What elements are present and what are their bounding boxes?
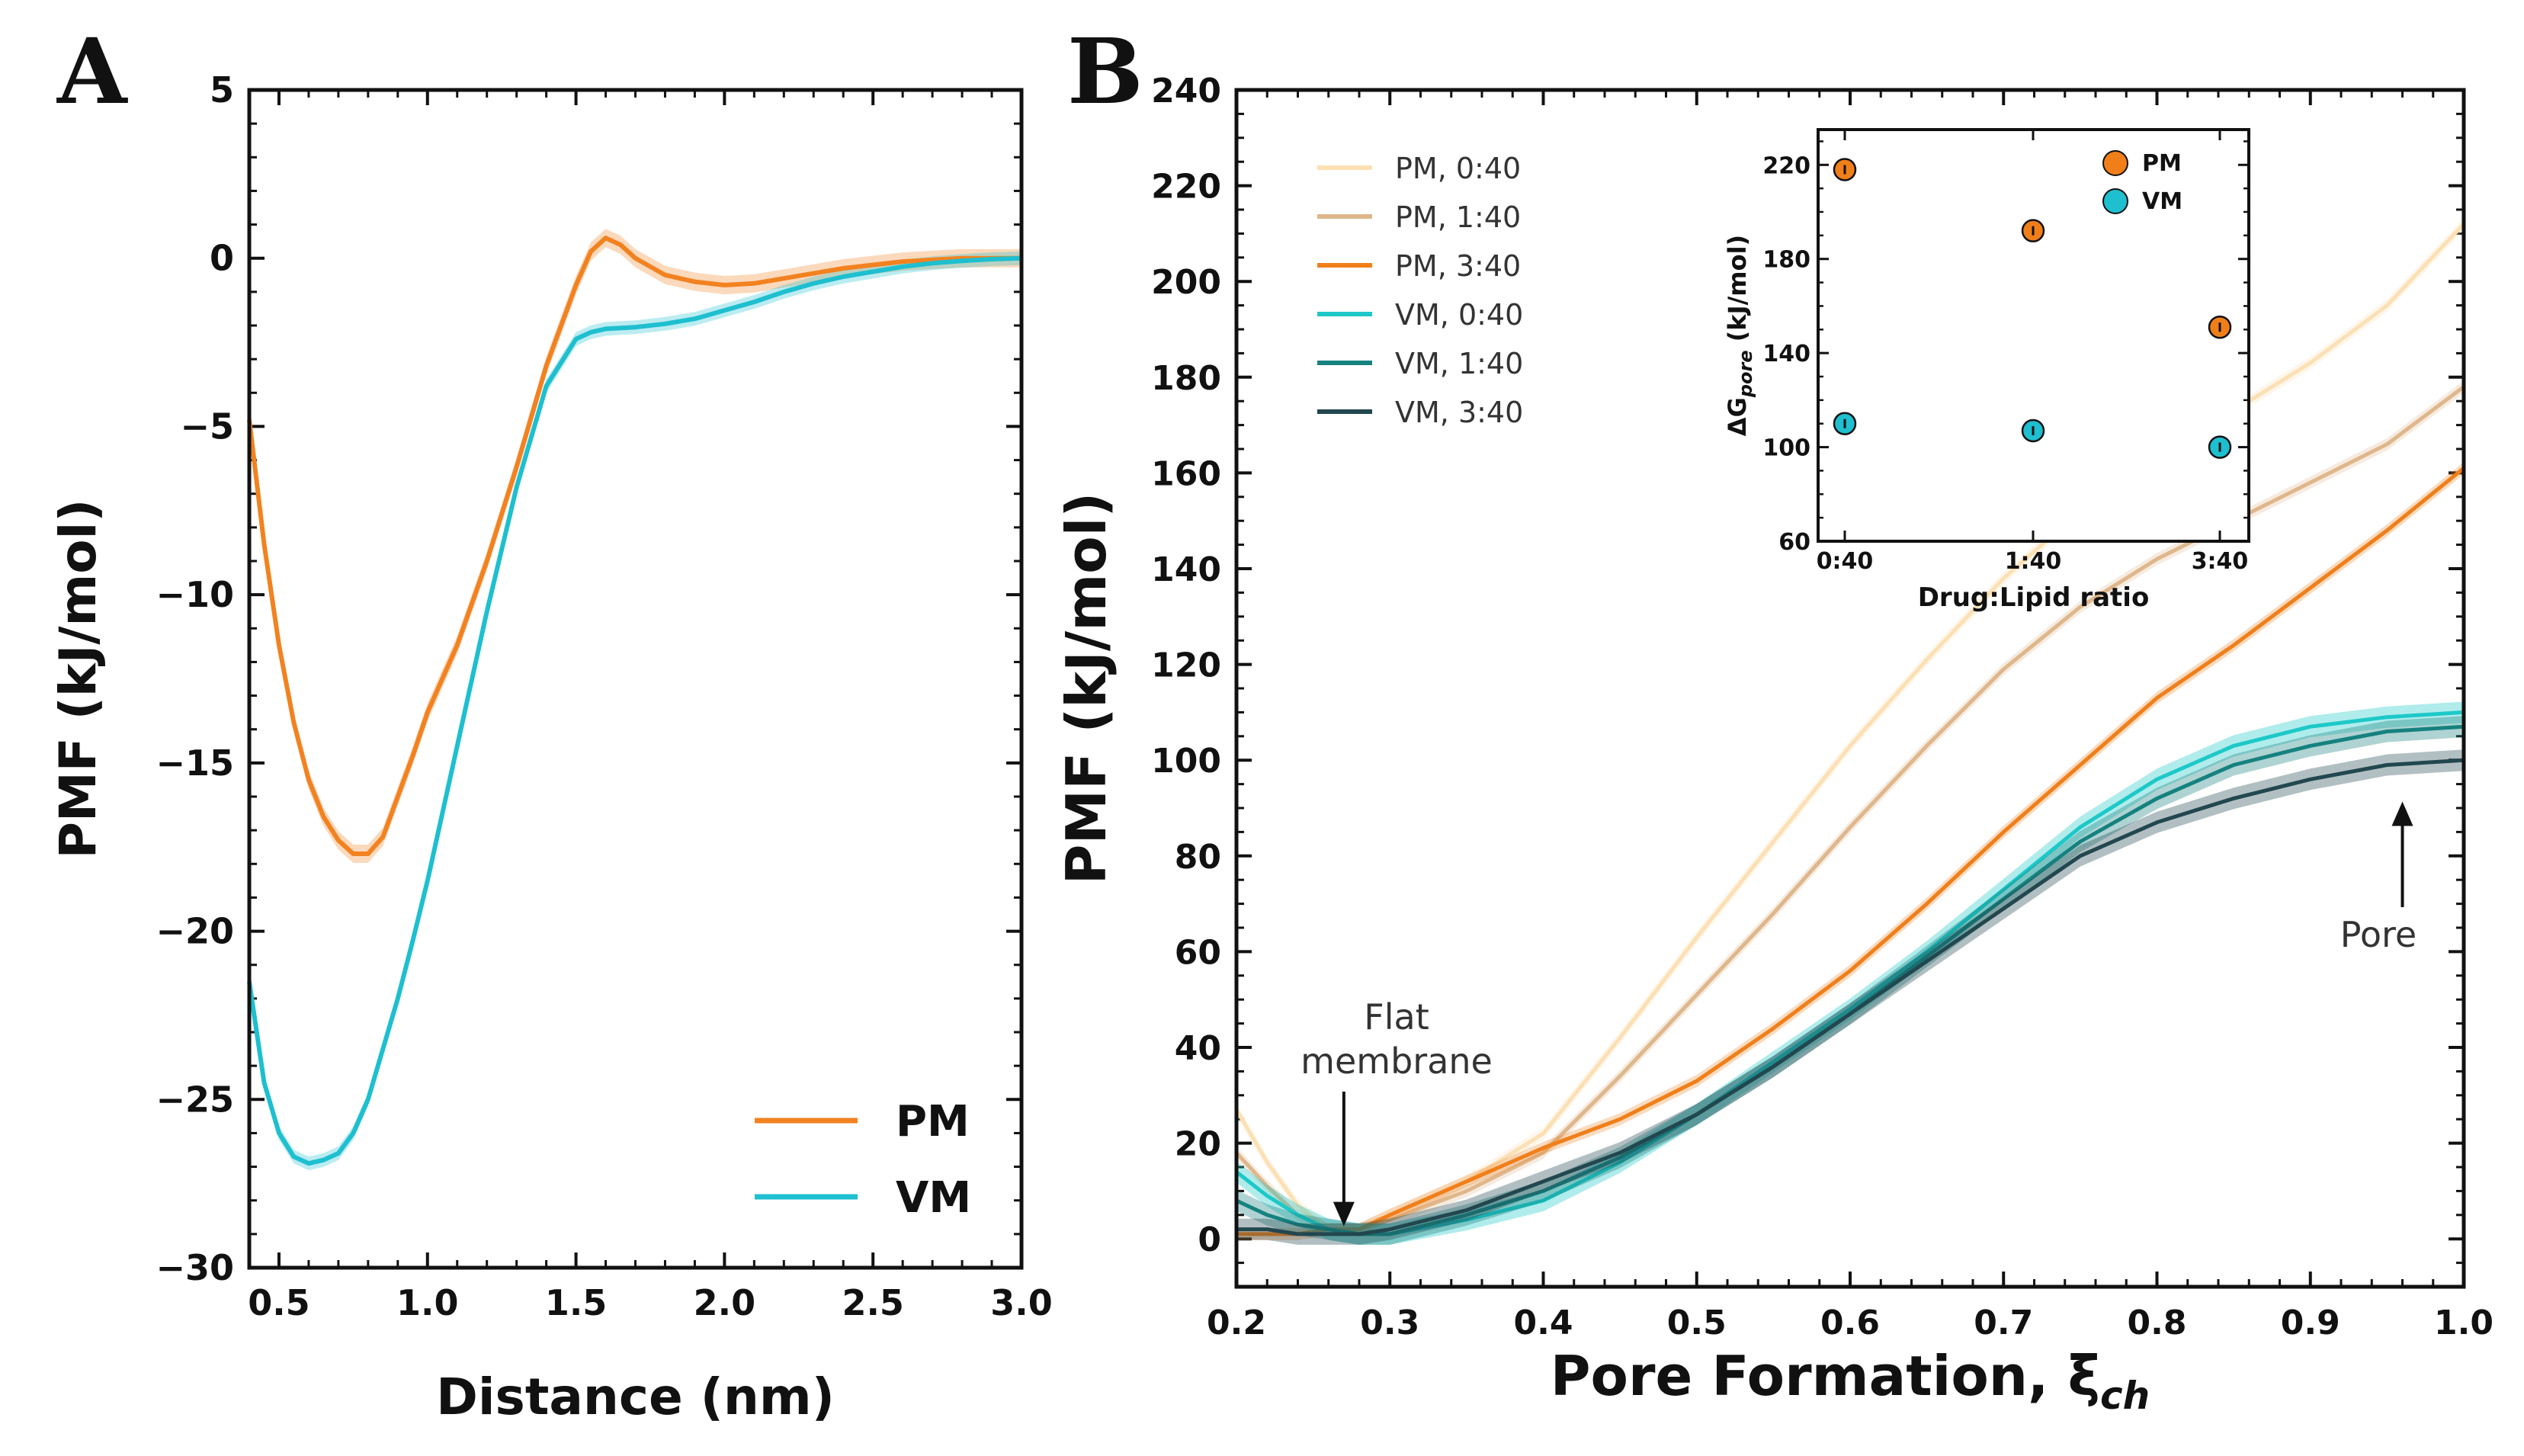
inset-x-axis-label: Drug:Lipid ratio: [1918, 582, 2150, 613]
inset-x-tick-label: 0:40: [1817, 548, 1874, 575]
inset-y-tick-label: 180: [1762, 247, 1810, 274]
annotation-flat-arrowhead: [1333, 1201, 1355, 1227]
x-tick-label: 3.0: [990, 1282, 1053, 1323]
panel-label-a: A: [56, 18, 128, 124]
panel-label-b: B: [1067, 18, 1143, 124]
legend-label: VM, 0:40: [1395, 298, 1523, 332]
x-tick-label: 0.6: [1820, 1304, 1880, 1342]
x-tick-label: 0.4: [1514, 1304, 1573, 1342]
y-tick-label: −25: [156, 1079, 234, 1120]
series-line-vm: [247, 255, 1022, 1166]
series-line-3: [1236, 467, 2464, 1236]
y-tick-label: 0: [210, 238, 234, 279]
series-line-pm: [247, 236, 1021, 856]
y-tick-label: 140: [1151, 550, 1221, 589]
inset-legend-marker: [2102, 188, 2128, 214]
series-line-6: [1236, 758, 2464, 1236]
x-tick-label: 0.5: [1667, 1304, 1727, 1342]
legend-label: PM, 3:40: [1395, 249, 1521, 283]
y-tick-label: −20: [156, 911, 234, 952]
panel-a-chart: 0.5 1.0 1.5 2.0 2.5 3.0 5 0 −5 −10 −15 −20 −25 −30 Dis…: [49, 69, 1053, 1426]
y-tick-label: −30: [156, 1247, 234, 1288]
y-tick-label: 100: [1151, 742, 1221, 781]
y-tick-label: 180: [1151, 359, 1221, 398]
panel-b-chart: 0.2 0.3 0.4 0.5 0.6 0.7 0.8 0.9 1.0 0 20 40 60 80 100 1…: [1054, 72, 2494, 1418]
legend-label: PM, 1:40: [1395, 200, 1521, 234]
annotation-pore: Pore: [2340, 914, 2417, 955]
inset-legend-label: PM: [2142, 150, 2182, 177]
y-tick-label: 240: [1151, 72, 1221, 111]
y-tick-label: 0: [1198, 1220, 1221, 1259]
inset-y-tick-label: 220: [1762, 152, 1810, 179]
x-tick-label: 1.5: [545, 1282, 608, 1323]
inset-y-label-unit: (kJ/mol): [1723, 235, 1752, 351]
inset-y-label-subscript: pore: [1735, 350, 1756, 398]
y-tick-label: 120: [1151, 646, 1221, 685]
x-tick-label: 2.5: [842, 1282, 904, 1323]
inset-y-tick-label: 140: [1762, 341, 1810, 367]
annotation-flat-line2: membrane: [1300, 1041, 1493, 1082]
inset-frame: [1817, 128, 2250, 543]
annotation-pore-arrowhead: [2391, 801, 2413, 826]
y-tick-label: 200: [1151, 263, 1221, 302]
inset-y-label-main: ΔG: [1723, 397, 1752, 436]
inset-x-tick-label: 3:40: [2192, 548, 2249, 575]
y-tick-label: 160: [1151, 454, 1221, 493]
x-tick-label: 0.7: [1974, 1304, 2033, 1342]
x-tick-label: 0.8: [2128, 1304, 2187, 1342]
series-band-vm: [249, 251, 1021, 1171]
inset-legend-marker: [2102, 150, 2128, 176]
series-line-5: [1236, 724, 2464, 1236]
x-axis-label-subscript: ch: [2100, 1374, 2150, 1418]
x-axis-label: Distance (nm): [436, 1368, 835, 1426]
x-tick-label: 0.3: [1360, 1304, 1419, 1342]
y-tick-label: −10: [156, 574, 234, 615]
x-tick-label: 2.0: [694, 1282, 756, 1323]
annotation-flat-line1: Flat: [1364, 996, 1429, 1037]
y-tick-label: 220: [1151, 168, 1221, 207]
y-axis-label: PMF (kJ/mol): [1054, 492, 1118, 885]
y-axis-label: PMF (kJ/mol): [49, 499, 107, 859]
y-tick-label: 20: [1175, 1125, 1221, 1164]
x-tick-label: 1.0: [396, 1282, 459, 1323]
legend-label: VM, 1:40: [1395, 347, 1523, 380]
x-tick-label: 1.0: [2434, 1304, 2494, 1342]
panel-b-frame: [1234, 88, 2466, 1289]
inset-x-tick-label: 1:40: [2005, 548, 2062, 575]
x-axis-label-main: Pore Formation, ξ: [1551, 1344, 2100, 1408]
legend-label: VM: [896, 1173, 971, 1223]
inset-y-tick-label: 60: [1778, 529, 1810, 556]
inset-y-tick-label: 100: [1762, 435, 1810, 462]
legend-label: PM, 0:40: [1395, 152, 1521, 185]
inset-legend-label: VM: [2142, 188, 2182, 215]
legend-label: VM, 3:40: [1395, 396, 1523, 429]
inset-y-axis-label: ΔGpore (kJ/mol): [1723, 235, 1756, 436]
panel-a-frame: [247, 88, 1024, 1270]
x-axis-label: Pore Formation, ξch: [1551, 1344, 2150, 1418]
y-tick-label: −15: [156, 742, 234, 784]
x-tick-label: 0.9: [2281, 1304, 2340, 1342]
x-tick-label: 0.2: [1207, 1304, 1266, 1342]
series-band: [1236, 462, 2464, 1240]
y-tick-label: −5: [180, 406, 234, 447]
y-tick-label: 80: [1175, 838, 1221, 877]
legend-label: PM: [896, 1097, 970, 1147]
y-tick-label: 5: [210, 69, 234, 111]
panel-b-inset-chart: 60 100 140 180 220 0:40 1:40 3:40 PM VM Drug:Lipid…: [1723, 128, 2250, 613]
y-tick-label: 40: [1175, 1029, 1221, 1068]
y-tick-label: 60: [1175, 933, 1221, 972]
x-tick-label: 0.5: [248, 1282, 310, 1323]
